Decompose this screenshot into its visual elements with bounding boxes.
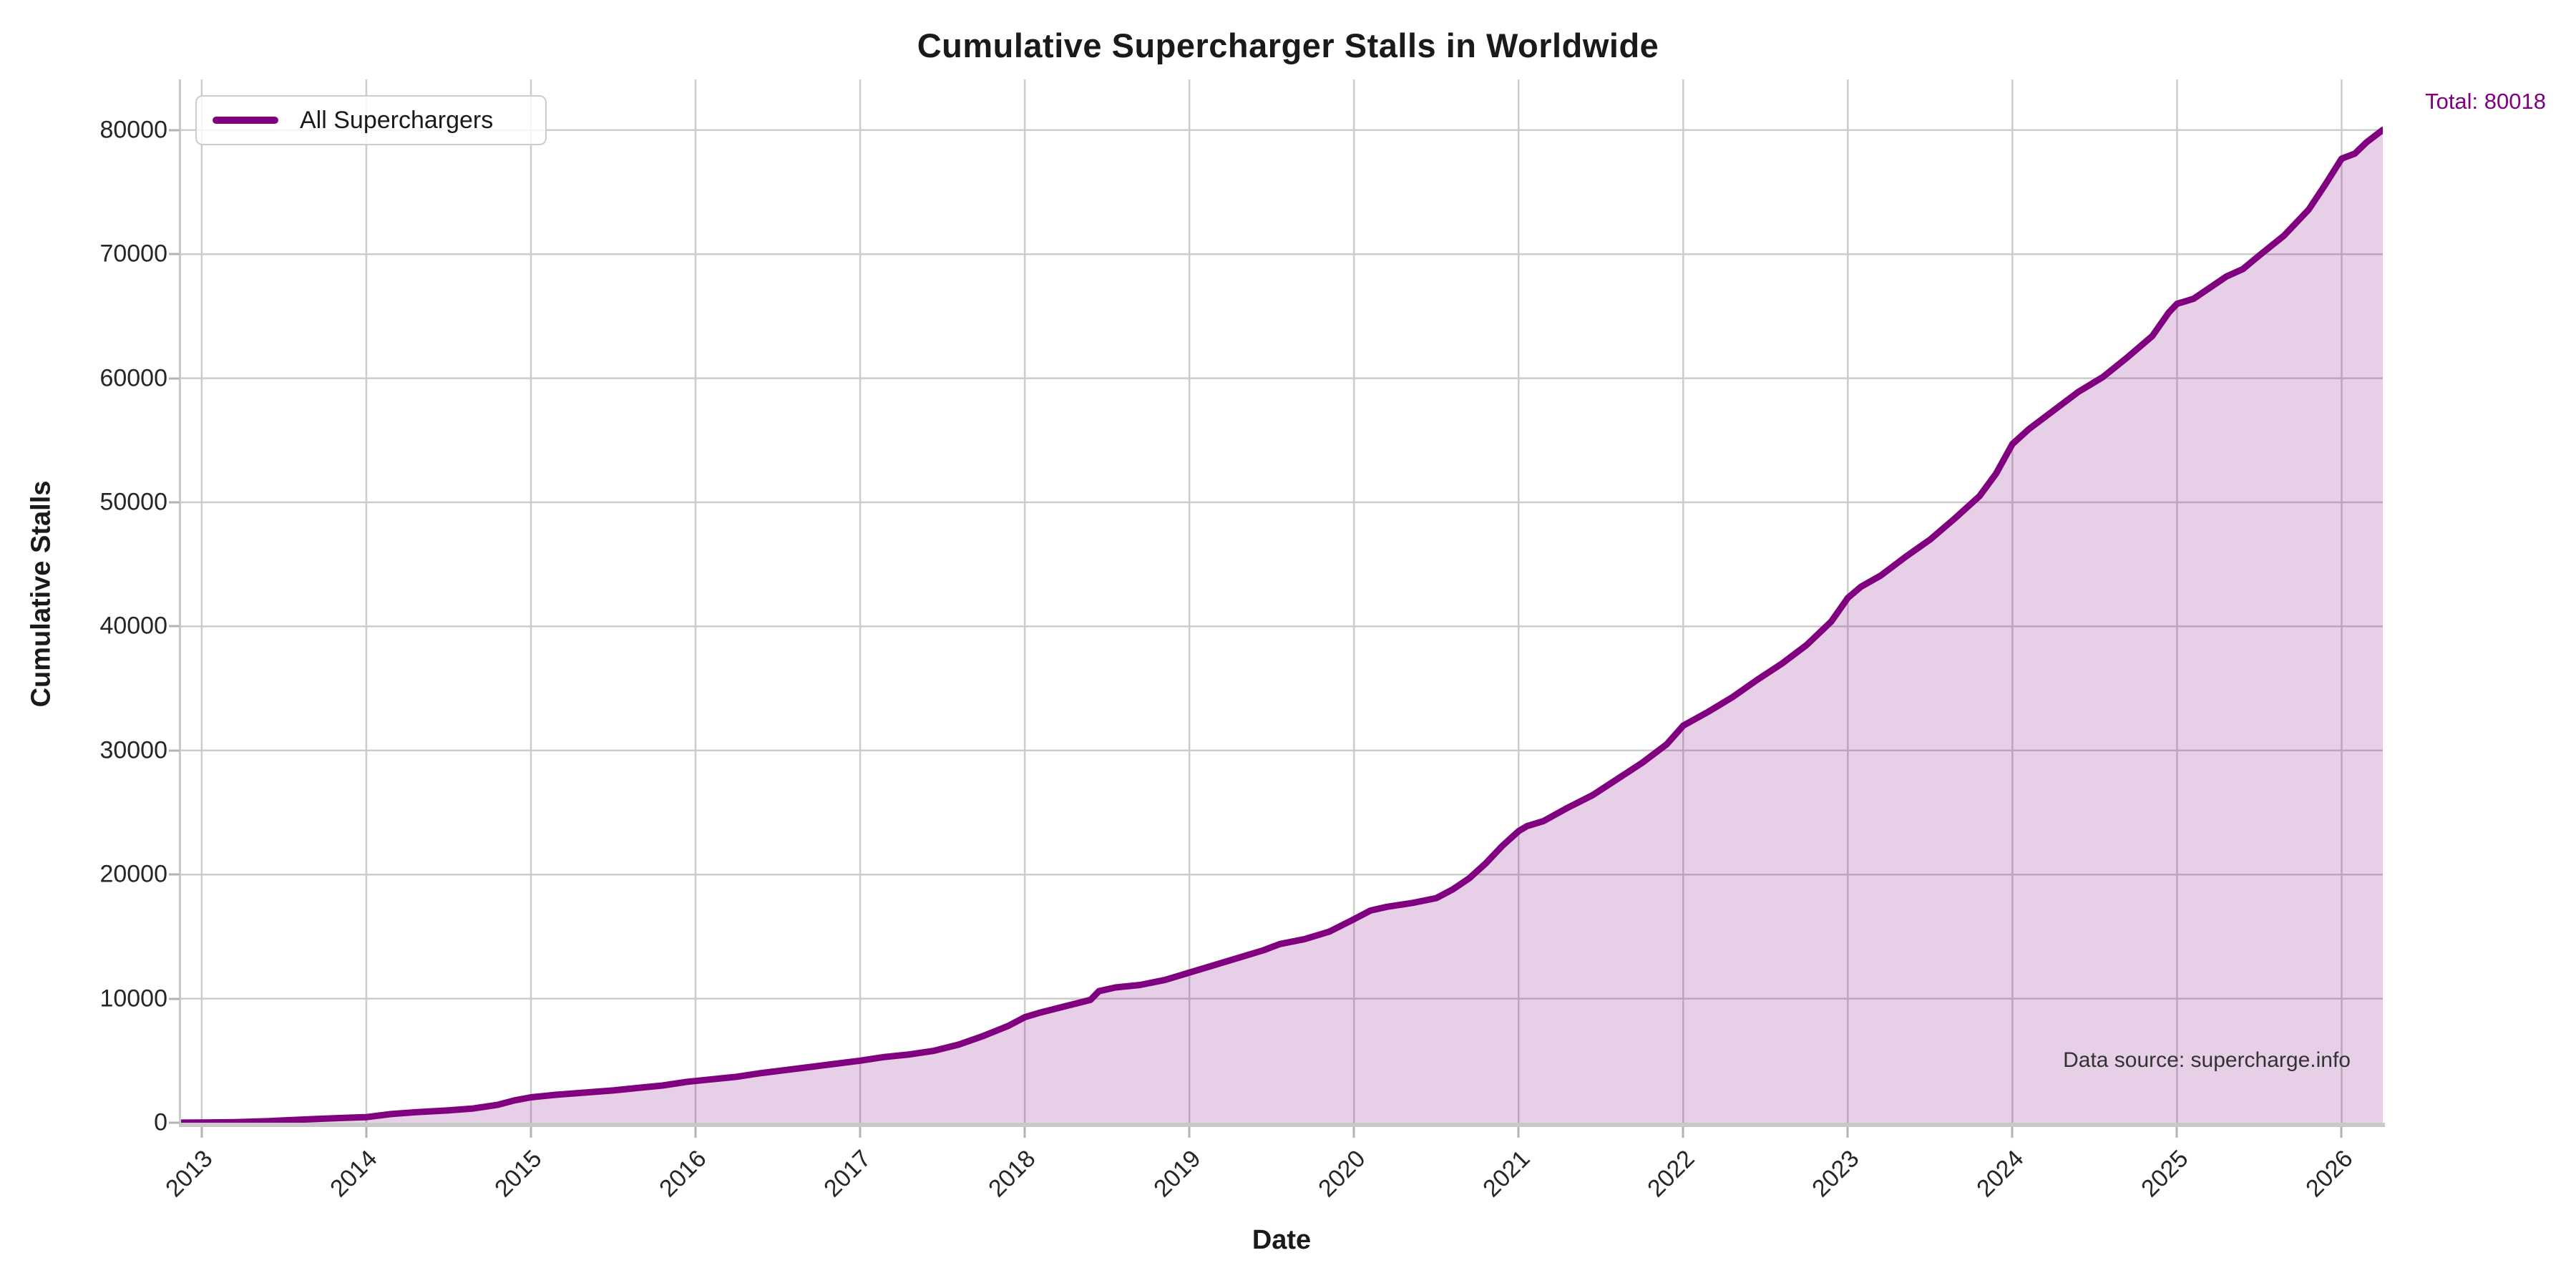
x-tick-mark (1188, 1127, 1191, 1138)
y-tick-label: 80000 (99, 116, 167, 144)
x-tick-label: 2013 (160, 1145, 218, 1203)
y-tick-label: 50000 (99, 488, 167, 516)
y-tick-label: 40000 (99, 612, 167, 640)
x-tick-mark (1023, 1127, 1026, 1138)
x-tick-label: 2015 (489, 1145, 547, 1203)
x-tick-mark (859, 1127, 862, 1138)
x-tick-mark (1352, 1127, 1355, 1138)
chart-title: Cumulative Supercharger Stalls in Worldw… (917, 26, 1659, 64)
x-tick-label: 2024 (1971, 1145, 2029, 1203)
x-tick-mark (2340, 1127, 2343, 1138)
y-tick-label: 60000 (99, 364, 167, 392)
y-tick-label: 0 (154, 1108, 167, 1136)
x-tick-label: 2014 (325, 1145, 383, 1203)
y-tick-mark (169, 501, 180, 504)
y-tick-mark (169, 377, 180, 380)
x-tick-mark (200, 1127, 203, 1138)
supercharger-area-chart (180, 79, 2383, 1123)
x-tick-label: 2018 (983, 1145, 1041, 1203)
x-tick-label: 2023 (1806, 1145, 1865, 1203)
x-tick-label: 2020 (1312, 1145, 1371, 1203)
x-tick-mark (1682, 1127, 1684, 1138)
x-tick-mark (1846, 1127, 1849, 1138)
y-tick-mark (169, 1121, 180, 1124)
x-tick-label: 2022 (1641, 1145, 1700, 1203)
x-tick-mark (365, 1127, 368, 1138)
legend-series-label: All Superchargers (300, 106, 494, 134)
x-tick-mark (2011, 1127, 2014, 1138)
y-tick-label: 20000 (99, 860, 167, 888)
x-tick-label: 2019 (1148, 1145, 1206, 1203)
x-tick-mark (2175, 1127, 2178, 1138)
y-tick-label: 30000 (99, 736, 167, 764)
y-tick-mark (169, 129, 180, 132)
area-fill (180, 130, 2383, 1123)
legend-box: All Superchargers (195, 95, 547, 145)
y-tick-mark (169, 625, 180, 628)
y-axis-spine (179, 79, 181, 1127)
data-source-note: Data source: supercharge.info (2063, 1048, 2351, 1072)
series-line (180, 127, 2383, 1123)
total-annotation: Total: 80018 (2425, 89, 2546, 114)
x-tick-label: 2026 (2300, 1145, 2358, 1203)
legend-line-swatch (213, 117, 278, 124)
x-tick-mark (530, 1127, 532, 1138)
y-tick-label: 70000 (99, 240, 167, 268)
x-tick-mark (694, 1127, 697, 1138)
y-tick-mark (169, 997, 180, 1000)
y-tick-label: 10000 (99, 985, 167, 1013)
x-tick-label: 2017 (819, 1145, 877, 1203)
x-tick-label: 2016 (654, 1145, 712, 1203)
x-tick-mark (1517, 1127, 1520, 1138)
x-axis-spine (179, 1123, 2385, 1127)
x-tick-label: 2025 (2135, 1145, 2194, 1203)
y-tick-mark (169, 873, 180, 876)
x-tick-label: 2021 (1477, 1145, 1536, 1203)
x-axis-label: Date (1252, 1225, 1312, 1255)
y-tick-mark (169, 253, 180, 255)
y-tick-mark (169, 749, 180, 752)
